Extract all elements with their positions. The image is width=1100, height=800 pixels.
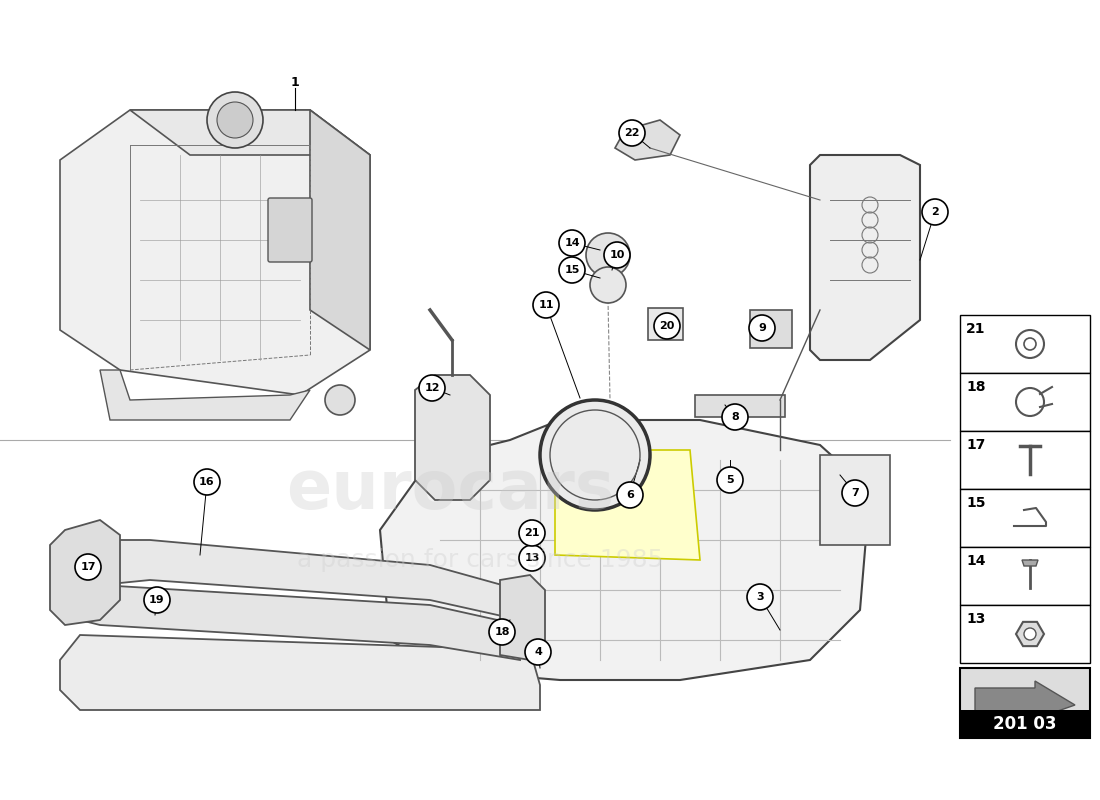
Text: 19: 19	[150, 595, 165, 605]
Circle shape	[519, 520, 544, 546]
Polygon shape	[500, 575, 544, 660]
Polygon shape	[130, 110, 370, 155]
Polygon shape	[60, 110, 370, 395]
Circle shape	[207, 92, 263, 148]
FancyBboxPatch shape	[268, 198, 312, 262]
Circle shape	[1024, 628, 1036, 640]
Text: 1: 1	[290, 75, 299, 89]
Circle shape	[922, 199, 948, 225]
Polygon shape	[810, 155, 920, 360]
Text: 14: 14	[564, 238, 580, 248]
Polygon shape	[415, 375, 490, 500]
Text: 201 03: 201 03	[993, 715, 1057, 733]
Circle shape	[604, 242, 630, 268]
Polygon shape	[379, 420, 870, 680]
Text: 4: 4	[535, 647, 542, 657]
Text: 9: 9	[758, 323, 766, 333]
Circle shape	[749, 315, 775, 341]
Text: 22: 22	[625, 128, 640, 138]
Circle shape	[194, 469, 220, 495]
Polygon shape	[80, 585, 520, 660]
Polygon shape	[1016, 622, 1044, 646]
Text: 17: 17	[966, 438, 986, 452]
Bar	[750, 310, 792, 348]
Circle shape	[590, 267, 626, 303]
Polygon shape	[310, 110, 370, 350]
Text: 21: 21	[525, 528, 540, 538]
Text: 18: 18	[966, 380, 986, 394]
Text: 20: 20	[659, 321, 674, 331]
Text: 18: 18	[494, 627, 509, 637]
Polygon shape	[615, 120, 680, 160]
Circle shape	[842, 480, 868, 506]
Text: 8: 8	[732, 412, 739, 422]
Bar	[960, 547, 1090, 605]
Circle shape	[717, 467, 743, 493]
Polygon shape	[556, 450, 700, 560]
Circle shape	[617, 482, 643, 508]
Circle shape	[144, 587, 170, 613]
Text: 10: 10	[609, 250, 625, 260]
Circle shape	[419, 375, 446, 401]
Text: 5: 5	[726, 475, 734, 485]
Polygon shape	[975, 681, 1075, 719]
Bar	[960, 315, 1090, 373]
Polygon shape	[60, 635, 540, 710]
Polygon shape	[100, 370, 310, 420]
Text: 2: 2	[931, 207, 939, 217]
Text: 13: 13	[966, 612, 986, 626]
Bar	[820, 455, 890, 545]
Text: 3: 3	[756, 592, 763, 602]
Circle shape	[519, 545, 544, 571]
Text: 11: 11	[538, 300, 553, 310]
Circle shape	[559, 230, 585, 256]
Text: 15: 15	[966, 496, 986, 510]
Circle shape	[722, 404, 748, 430]
Polygon shape	[50, 520, 120, 625]
Bar	[695, 395, 785, 417]
Bar	[960, 431, 1090, 489]
Text: 13: 13	[525, 553, 540, 563]
Text: eurocars: eurocars	[286, 457, 614, 523]
Bar	[960, 710, 1090, 738]
Circle shape	[324, 385, 355, 415]
Bar	[960, 373, 1090, 431]
Text: 15: 15	[564, 265, 580, 275]
Text: a passion for cars since 1985: a passion for cars since 1985	[297, 548, 663, 572]
Circle shape	[525, 639, 551, 665]
Bar	[960, 605, 1090, 663]
Polygon shape	[80, 540, 520, 620]
Circle shape	[540, 400, 650, 510]
Circle shape	[559, 257, 585, 283]
Polygon shape	[1022, 560, 1038, 566]
Text: 7: 7	[851, 488, 859, 498]
Text: 6: 6	[626, 490, 634, 500]
Circle shape	[490, 619, 515, 645]
Circle shape	[217, 102, 253, 138]
Bar	[960, 489, 1090, 547]
Circle shape	[654, 313, 680, 339]
Text: 14: 14	[966, 554, 986, 568]
Text: 17: 17	[80, 562, 96, 572]
Bar	[960, 668, 1090, 738]
Circle shape	[619, 120, 645, 146]
Text: 21: 21	[966, 322, 986, 336]
Circle shape	[586, 233, 630, 277]
Text: 16: 16	[199, 477, 214, 487]
Text: 12: 12	[425, 383, 440, 393]
Circle shape	[747, 584, 773, 610]
Bar	[648, 308, 683, 340]
Circle shape	[534, 292, 559, 318]
Circle shape	[75, 554, 101, 580]
